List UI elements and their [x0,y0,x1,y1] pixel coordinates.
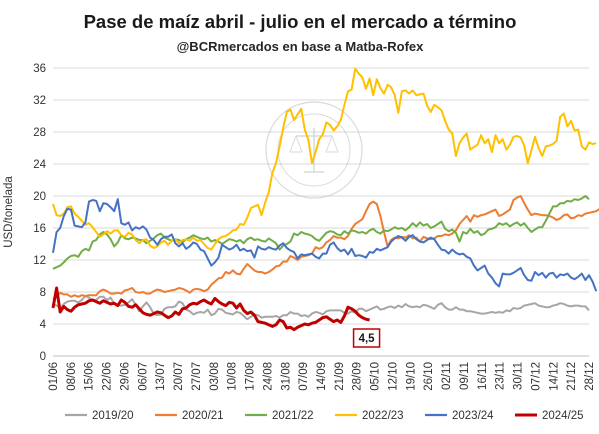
x-axis-ticks: 01/06 08/06 15/06 22/06 29/06 06/07 13/07 20/07… [48,362,596,391]
chart-subtitle: @BCRmercados en base a Matba-Rofex [177,39,425,54]
x-tick-label: 31/08 [280,362,292,391]
y-tick-label: 12 [33,255,46,267]
y-tick-label: 16 [33,223,46,235]
series-line-2022-23 [52,67,597,251]
series-line-2023-24 [52,198,598,292]
y-axis-label: USD/tonelada [3,176,15,248]
x-tick-label: 07/09 [298,362,310,391]
x-tick-label: 15/06 [84,362,96,391]
y-tick-label: 8 [40,287,46,299]
x-tick-label: 10/08 [227,362,239,391]
series-line-2020-21 [52,195,599,300]
x-tick-label: 28/12 [584,362,596,391]
y-tick-label: 28 [33,127,46,139]
x-tick-label: 29/06 [119,362,131,391]
annotation-label: 4,5 [359,333,376,345]
x-tick-label: 12/10 [387,362,399,391]
x-tick-label: 19/10 [405,362,417,391]
x-tick-label: 07/12 [530,362,542,391]
x-tick-label: 02/11 [441,362,453,390]
x-tick-label: 08/06 [66,362,78,391]
y-axis-ticks: 0 4 8 12 16 20 24 28 32 36 [33,63,46,363]
x-tick-label: 22/06 [102,362,114,391]
legend-label: 2024/25 [542,410,584,422]
x-tick-label: 14/12 [548,362,560,391]
x-tick-label: 09/11 [459,362,471,390]
series-line-2021-22 [52,195,590,270]
x-tick-label: 27/07 [191,362,203,391]
x-tick-label: 28/09 [352,362,364,391]
x-tick-label: 20/07 [173,362,185,391]
legend-label: 2022/23 [362,410,404,422]
x-tick-label: 16/11 [477,362,489,390]
bcr-watermark-seal [265,101,363,199]
y-tick-label: 24 [33,159,46,171]
x-tick-label: 14/09 [316,362,328,391]
y-tick-label: 0 [40,351,46,363]
y-tick-label: 4 [40,319,47,331]
annotation-last-value: 4,5 [352,328,381,348]
x-tick-label: 23/11 [495,362,507,390]
x-tick-label: 21/09 [334,362,346,391]
x-tick-label: 30/11 [513,362,525,390]
legend-label: 2021/22 [272,410,314,422]
y-tick-label: 36 [33,63,46,75]
legend-label: 2023/24 [452,410,494,422]
x-tick-label: 21/12 [566,362,578,391]
x-tick-label: 05/10 [370,362,382,391]
legend-label: 2020/21 [182,410,224,422]
chart-title: Pase de maíz abril - julio en el mercado… [84,11,517,32]
x-tick-label: 13/07 [155,362,167,391]
legend: 2019/20 2020/21 2021/22 2022/23 2023/24 2024/… [65,410,584,422]
series-line-2019-20 [52,295,590,321]
x-tick-label: 26/10 [423,362,435,391]
series-line-2024-25 [51,286,370,332]
x-tick-label: 24/08 [262,362,274,391]
x-tick-label: 06/07 [137,362,149,391]
annotation-box [352,328,381,348]
y-tick-label: 32 [33,95,46,107]
x-tick-label: 01/06 [48,362,60,391]
x-tick-label: 17/08 [245,362,257,391]
series-lines [51,67,599,332]
legend-label: 2019/20 [92,410,134,422]
y-tick-label: 20 [33,191,46,203]
x-tick-label: 03/08 [209,362,221,391]
